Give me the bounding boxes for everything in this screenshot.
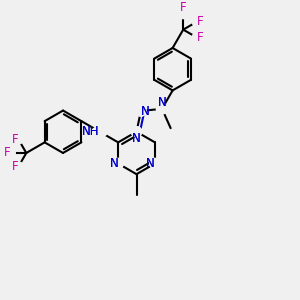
Ellipse shape xyxy=(179,10,188,19)
Text: N: N xyxy=(158,96,166,109)
Text: N: N xyxy=(141,104,150,118)
Text: F: F xyxy=(12,133,19,146)
Text: NH: NH xyxy=(82,125,100,138)
Ellipse shape xyxy=(150,158,160,169)
Text: F: F xyxy=(197,31,203,44)
Ellipse shape xyxy=(136,106,146,116)
Text: N: N xyxy=(132,132,141,145)
Ellipse shape xyxy=(150,158,160,169)
Text: N: N xyxy=(146,157,155,170)
Ellipse shape xyxy=(92,127,107,137)
Text: NH: NH xyxy=(82,125,100,138)
Text: N: N xyxy=(158,96,166,109)
Ellipse shape xyxy=(136,106,146,116)
Text: F: F xyxy=(197,15,203,28)
Ellipse shape xyxy=(192,33,201,42)
Ellipse shape xyxy=(14,135,23,144)
Text: F: F xyxy=(4,146,11,160)
Text: N: N xyxy=(110,157,118,170)
Ellipse shape xyxy=(131,127,142,137)
Ellipse shape xyxy=(113,158,123,169)
Text: F: F xyxy=(180,1,187,14)
Text: N: N xyxy=(110,157,118,170)
Text: N: N xyxy=(132,132,141,145)
Ellipse shape xyxy=(192,17,201,26)
Ellipse shape xyxy=(157,104,167,114)
Text: N: N xyxy=(146,157,155,170)
Ellipse shape xyxy=(131,127,142,137)
Ellipse shape xyxy=(113,158,123,169)
Ellipse shape xyxy=(6,148,15,158)
Text: N: N xyxy=(141,104,150,118)
Ellipse shape xyxy=(156,104,168,114)
Ellipse shape xyxy=(14,162,23,171)
Text: F: F xyxy=(12,160,19,173)
Ellipse shape xyxy=(92,127,107,137)
